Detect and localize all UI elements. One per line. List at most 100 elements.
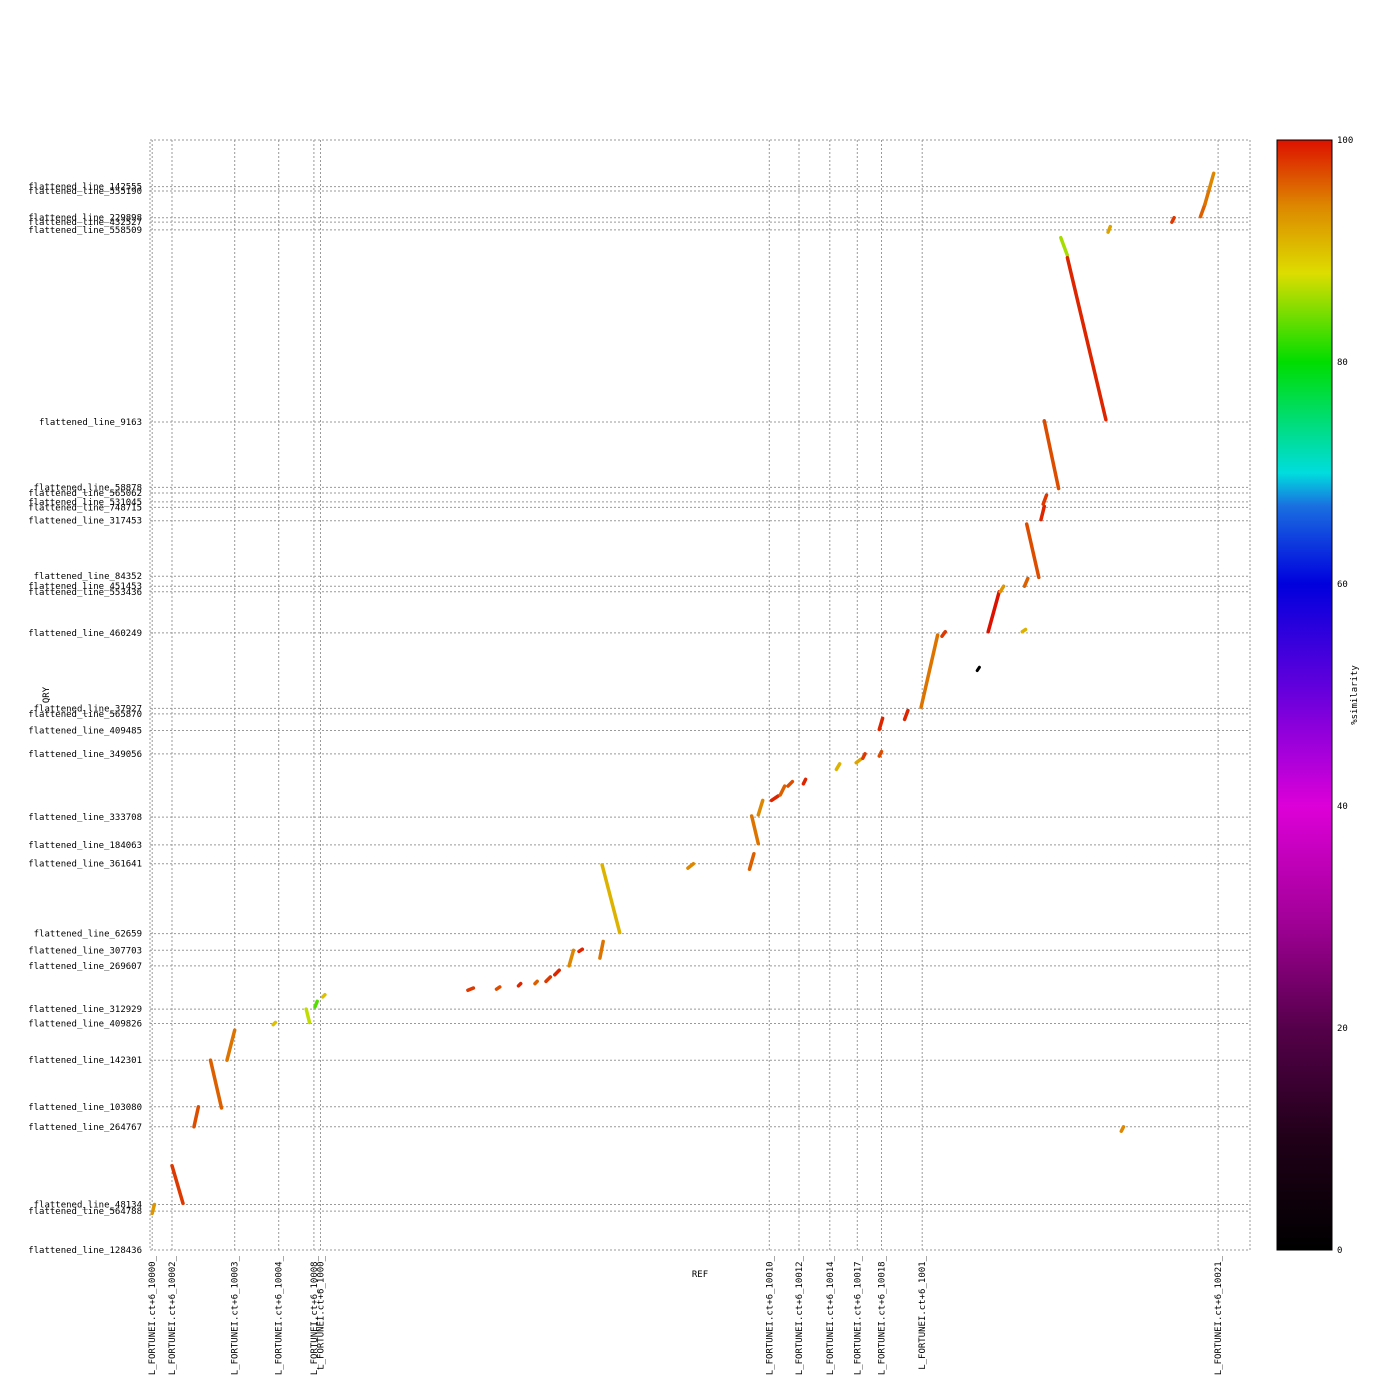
alignment-segment <box>1119 1125 1126 1133</box>
alignment-segment <box>986 590 1001 634</box>
x-tick-label: L_FORTUNEI.ct+6_10014_ <box>826 1255 836 1375</box>
y-tick-label: flattened_line_564788 <box>28 1207 142 1217</box>
alignment-segment <box>533 979 539 986</box>
colorbar-tick-label: 60 <box>1337 580 1348 590</box>
alignment-segment <box>1059 235 1070 258</box>
x-tick-label: L_FORTUNEI.ct+6_10003_ <box>231 1255 241 1375</box>
y-tick-label: flattened_line_128436 <box>28 1246 142 1256</box>
colorbar-tick-label: 40 <box>1337 802 1348 812</box>
alignment-segment <box>749 814 761 846</box>
y-tick-label: flattened_line_558509 <box>28 226 142 236</box>
alignment-segment <box>494 985 502 991</box>
alignment-segment <box>861 752 867 761</box>
x-tick-label: L_FORTUNEI.ct+6_10004_ <box>275 1255 285 1375</box>
colorbar-tick-label: 80 <box>1337 358 1348 368</box>
y-tick-label: flattened_line_142301 <box>28 1056 142 1066</box>
x-tick-label: L_FORTUNEI.ct+6_1000_ <box>317 1255 327 1369</box>
x-tick-labels: L_FORTUNEI.ct+6_10000_ L_FORTUNEI.ct+6_10… <box>148 1255 1224 1375</box>
alignment-segment <box>1039 504 1047 522</box>
alignment-segment <box>769 794 780 803</box>
alignment-segment <box>192 1105 201 1129</box>
x-tick-label: L_FORTUNEI.ct+6_10012_ <box>795 1255 805 1375</box>
y-tick-label: flattened_line_432527 <box>28 218 142 228</box>
alignment-segment <box>1022 576 1030 588</box>
alignment-segment <box>778 784 787 797</box>
alignment-segment <box>313 999 319 1009</box>
alignment-segment <box>567 948 576 968</box>
alignment-segment <box>170 1163 185 1206</box>
alignment-segment <box>516 981 523 988</box>
alignment-segment <box>1042 419 1061 491</box>
y-tick-label: flattened_line_142555 <box>28 183 142 193</box>
alignment-segment <box>686 861 696 870</box>
y-tick-label: flattened_line_531045 <box>28 498 142 508</box>
x-tick-label: L_FORTUNEI.ct+6_10008_ <box>310 1255 320 1375</box>
y-tick-label: flattened_line_317453 <box>28 517 142 527</box>
alignment-segment <box>1207 171 1216 191</box>
alignment-segment <box>1065 255 1108 422</box>
alignment-segment <box>150 1202 157 1216</box>
alignment-segment <box>877 716 885 732</box>
alignment-segment <box>208 1058 224 1110</box>
y-tick-label: flattened_line_409826 <box>28 1020 142 1030</box>
alignment-segment <box>553 968 561 977</box>
alignment-segment <box>544 975 553 984</box>
alignment-segment <box>271 1020 278 1027</box>
y-tick-label: flattened_line_264767 <box>28 1123 142 1133</box>
colorbar-title: %similarity <box>1350 665 1360 725</box>
alignment-segment <box>598 939 605 960</box>
y-tick-label: flattened_line_460249 <box>28 629 142 639</box>
y-tick-label: flattened_line_409485 <box>28 727 142 737</box>
alignment-segment <box>1020 627 1028 634</box>
y-tick-label: flattened_line_361641 <box>28 860 142 870</box>
alignment-segment <box>1198 202 1207 219</box>
alignment-segment <box>304 1007 312 1025</box>
y-tick-label: flattened_line_58878 <box>34 483 142 493</box>
alignment-segment <box>834 762 842 772</box>
x-tick-label: L_FORTUNEI.ct+6_10018_ <box>878 1255 888 1375</box>
alignment-segment <box>975 665 981 673</box>
y-axis-title: QRY <box>42 686 52 703</box>
x-tick-label: L_FORTUNEI.ct+6_10017_ <box>853 1255 863 1375</box>
alignment-segment <box>1106 224 1113 234</box>
y-tick-label: flattened_line_555190 <box>28 187 142 197</box>
y-tick-label: flattened_line_312929 <box>28 1005 142 1015</box>
y-tick-label: flattened_line_184063 <box>28 841 142 851</box>
y-tick-label: flattened_line_103080 <box>28 1103 142 1113</box>
x-tick-label: L_FORTUNEI.ct+6_1001_ <box>918 1255 928 1369</box>
y-tick-label: flattened_line_565062 <box>28 489 142 499</box>
alignment-segment <box>919 633 940 709</box>
alignment-segment <box>877 749 884 758</box>
y-tick-labels: flattened_line_142555flattened_line_5551… <box>28 183 142 1256</box>
colorbar-tick-label: 100 <box>1337 136 1353 146</box>
y-tick-label: flattened_line_565870 <box>28 710 142 720</box>
y-tick-label: flattened_line_9163 <box>39 418 142 428</box>
alignment-segment <box>577 947 585 954</box>
y-tick-label: flattened_line_84352 <box>34 572 142 582</box>
alignment-segment <box>786 779 795 788</box>
y-tick-label: flattened_line_748715 <box>28 503 142 513</box>
y-tick-label: flattened_line_37927 <box>34 704 142 714</box>
alignment-segment <box>756 798 765 817</box>
y-tick-label: flattened_line_229898 <box>28 214 142 224</box>
alignment-segment <box>1170 215 1176 224</box>
alignment-segment <box>225 1028 237 1062</box>
y-tick-label: flattened_line_269607 <box>28 962 142 972</box>
x-tick-label: L_FORTUNEI.ct+6_10021_ <box>1214 1255 1224 1375</box>
colorbar-tick-label: 20 <box>1337 1024 1348 1034</box>
alignment-segment <box>747 851 756 872</box>
x-tick-label: L_FORTUNEI.ct+6_10000_ <box>148 1255 158 1375</box>
x-axis-title: REF <box>692 1270 708 1280</box>
y-tick-label: flattened_line_451453 <box>28 582 142 592</box>
alignment-segment <box>902 708 910 722</box>
alignment-segment <box>801 777 808 786</box>
colorbar <box>1276 139 1333 1251</box>
grid-lines <box>150 140 1250 1251</box>
alignment-segment <box>466 986 476 993</box>
alignment-segment <box>998 584 1006 594</box>
alignment-segment <box>940 629 948 638</box>
alignment-segment <box>1203 187 1212 207</box>
y-tick-label: flattened_line_553436 <box>28 588 142 598</box>
alignment-segment <box>600 863 622 935</box>
